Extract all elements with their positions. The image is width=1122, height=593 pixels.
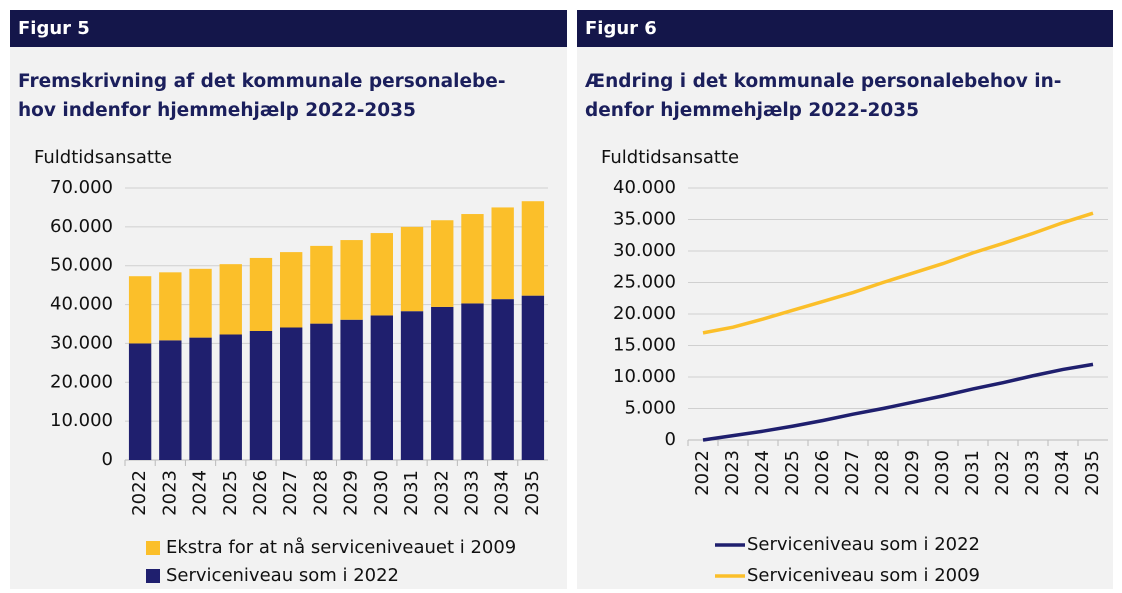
bar xyxy=(370,233,394,316)
x-tick-label: 2032 xyxy=(992,450,1013,496)
x-tick-label: 2025 xyxy=(782,450,803,496)
y-tick-label: 25.000 xyxy=(613,272,676,293)
bar xyxy=(219,264,242,335)
bar xyxy=(128,343,152,460)
bar xyxy=(249,330,273,460)
bar xyxy=(189,268,212,338)
legend-swatch xyxy=(146,569,160,583)
panel xyxy=(577,47,1113,589)
line xyxy=(702,211,1094,335)
y-tick-label: 40.000 xyxy=(613,177,676,198)
legend-swatch xyxy=(146,541,160,555)
y-tick-label: 10.000 xyxy=(50,410,113,431)
x-tick-label: 2035 xyxy=(522,470,543,516)
bar xyxy=(310,245,333,324)
x-tick-label: 2027 xyxy=(280,470,301,516)
y-tick-label: 30.000 xyxy=(50,332,113,353)
line xyxy=(702,362,1094,442)
x-tick-label: 2030 xyxy=(371,470,392,516)
bar xyxy=(521,295,545,460)
header-bar xyxy=(10,10,567,47)
bar xyxy=(400,226,424,312)
x-tick-label: 2033 xyxy=(1022,450,1043,496)
x-tick-label: 2022 xyxy=(692,450,713,496)
bar xyxy=(128,276,152,344)
y-tick-label: 30.000 xyxy=(613,240,676,261)
y-tick-label: 60.000 xyxy=(50,216,113,237)
x-tick-label: 2024 xyxy=(190,470,211,516)
x-tick-label: 2023 xyxy=(722,450,743,496)
legend-label: Serviceniveau som i 2022 xyxy=(166,565,399,586)
y-tick-label: 0 xyxy=(102,449,113,470)
x-tick-label: 2033 xyxy=(461,470,482,516)
y-tick-label: 0 xyxy=(665,429,676,450)
y-axis-label: Fuldtidsansatte xyxy=(34,147,172,168)
x-tick-label: 2026 xyxy=(812,450,833,496)
x-tick-label: 2024 xyxy=(752,450,773,496)
legend-label: Serviceniveau som i 2009 xyxy=(747,565,980,586)
x-tick-label: 2029 xyxy=(341,470,362,516)
y-tick-label: 15.000 xyxy=(613,335,676,356)
x-tick-label: 2034 xyxy=(492,470,513,516)
x-tick-label: 2025 xyxy=(220,470,241,516)
bar xyxy=(279,327,303,460)
bar xyxy=(491,299,514,460)
x-tick-label: 2031 xyxy=(962,450,983,496)
chart-title: hov indenfor hjemmehjælp 2022-2035 xyxy=(18,100,416,121)
bar xyxy=(219,334,242,460)
x-tick-label: 2034 xyxy=(1052,450,1073,496)
bar xyxy=(400,311,424,460)
y-tick-label: 40.000 xyxy=(50,294,113,315)
x-tick-label: 2032 xyxy=(431,470,452,516)
chart-title: Ændring i det kommunale personalebehov i… xyxy=(585,71,1061,92)
header-bar xyxy=(577,10,1113,47)
x-tick-label: 2028 xyxy=(872,450,893,496)
x-tick-label: 2023 xyxy=(159,470,180,516)
x-tick-label: 2027 xyxy=(842,450,863,496)
legend-label: Ekstra for at nå serviceniveauet i 2009 xyxy=(166,537,516,558)
y-tick-label: 10.000 xyxy=(613,366,676,387)
bar xyxy=(431,306,454,460)
x-tick-label: 2030 xyxy=(932,450,953,496)
y-tick-label: 35.000 xyxy=(613,209,676,230)
bar xyxy=(491,207,514,300)
x-tick-label: 2029 xyxy=(902,450,923,496)
header: Figur 6 xyxy=(585,18,657,39)
bar xyxy=(370,315,394,460)
y-tick-label: 50.000 xyxy=(50,255,113,276)
bar xyxy=(340,240,363,320)
legend-label: Serviceniveau som i 2022 xyxy=(747,534,980,555)
bar xyxy=(159,272,182,341)
bar xyxy=(340,319,363,460)
bar xyxy=(431,220,454,307)
chart-title: denfor hjemmehjælp 2022-2035 xyxy=(585,100,919,121)
x-tick-label: 2031 xyxy=(401,470,422,516)
y-tick-label: 20.000 xyxy=(613,303,676,324)
bar xyxy=(249,257,273,331)
bar xyxy=(279,252,303,328)
y-tick-label: 20.000 xyxy=(50,371,113,392)
y-axis-label: Fuldtidsansatte xyxy=(601,147,739,168)
chart-title: Fremskrivning af det kommunale personale… xyxy=(18,71,506,92)
header: Figur 5 xyxy=(18,18,90,39)
x-tick-label: 2035 xyxy=(1082,450,1103,496)
x-tick-label: 2022 xyxy=(129,470,150,516)
bar xyxy=(461,303,484,460)
x-tick-label: 2026 xyxy=(250,470,271,516)
bar xyxy=(310,323,333,460)
bar xyxy=(189,337,212,460)
bar xyxy=(521,201,545,296)
y-tick-label: 5.000 xyxy=(624,398,676,419)
bar xyxy=(159,340,182,460)
bar xyxy=(461,214,484,304)
y-tick-label: 70.000 xyxy=(50,177,113,198)
x-tick-label: 2028 xyxy=(310,470,331,516)
